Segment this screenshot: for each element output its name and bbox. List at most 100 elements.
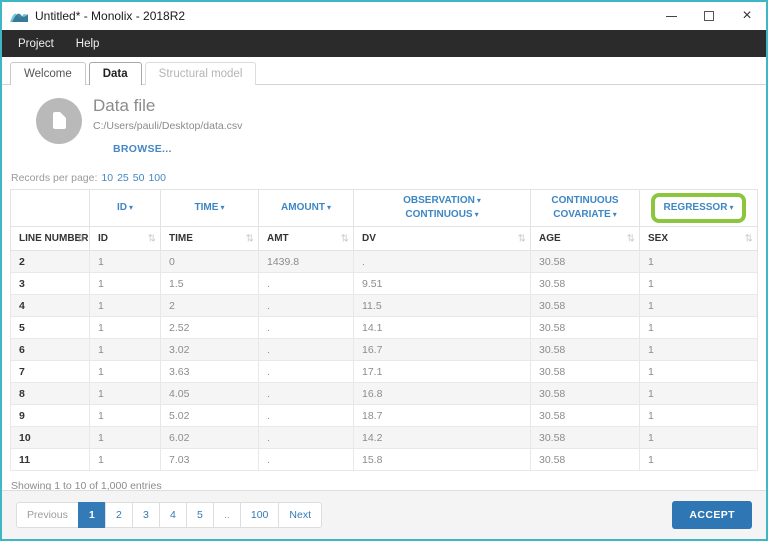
table-row: 9 1 5.02. 18.7 30.58 1 (10, 404, 758, 427)
column-header-label: LINE NUMBER (19, 233, 89, 244)
table-row: 5 1 2.52. 14.1 30.58 1 (10, 316, 758, 339)
page-5[interactable]: 5 (185, 502, 214, 528)
cell: 10 (10, 426, 90, 449)
records-option-25[interactable]: 25 (117, 172, 129, 184)
cell: 11 (10, 448, 90, 471)
cell: 1 (639, 404, 758, 427)
page-100[interactable]: 100 (239, 502, 280, 528)
cell: . (353, 250, 531, 273)
tab-welcome[interactable]: Welcome (10, 62, 86, 85)
cell: 1 (639, 338, 758, 361)
column-header-line-number[interactable]: LINE NUMBER ⇅ (10, 226, 90, 251)
cell: 1 (89, 404, 161, 427)
cell: 18.7 (353, 404, 531, 427)
table-header-row: LINE NUMBER ⇅ ID ⇅ TIME ⇅ AMT ⇅ DV ⇅ AGE ⇅ SEX ⇅ (10, 226, 758, 251)
column-header-age[interactable]: AGE ⇅ (530, 226, 640, 251)
cell: 2 (10, 250, 90, 273)
records-option-100[interactable]: 100 (148, 172, 166, 184)
minimize-button[interactable] (652, 2, 690, 30)
page-2[interactable]: 2 (104, 502, 133, 528)
cell: 3 (10, 272, 90, 295)
table-row: 2 1 0 1439.8. 30.58 1 (10, 250, 758, 273)
column-header-sex[interactable]: SEX ⇅ (639, 226, 758, 251)
column-type-cell-regressor[interactable]: REGRESSOR ▾ (639, 189, 758, 227)
column-type-label: CONTINUOUS ▾ (405, 209, 479, 220)
sort-icon[interactable]: ⇅ (147, 233, 156, 244)
caret-down-icon: ▾ (612, 210, 617, 219)
monolix-logo-icon (10, 9, 28, 23)
column-type-cell-empty (10, 189, 90, 227)
cell: . (258, 316, 354, 339)
cell: 17.1 (353, 360, 531, 383)
cell: 1 (89, 250, 161, 273)
cell: 1 (89, 360, 161, 383)
column-header-label: TIME (169, 233, 193, 244)
window-controls: × (652, 2, 766, 30)
column-type-cell-observation-continuous[interactable]: OBSERVATION ▾ CONTINUOUS ▾ (353, 189, 531, 227)
cell: 3.02 (160, 338, 259, 361)
close-button[interactable]: × (728, 2, 766, 30)
sort-icon[interactable]: ⇅ (744, 233, 753, 244)
sort-icon[interactable]: ⇅ (517, 233, 526, 244)
records-option-50[interactable]: 50 (132, 172, 145, 184)
cell: 1 (639, 426, 758, 449)
column-header-label: DV (362, 233, 376, 244)
column-type-label: AMOUNT ▾ (281, 202, 331, 213)
column-type-label: OBSERVATION ▾ (403, 195, 481, 206)
cell: 0 (160, 250, 259, 273)
page-next[interactable]: Next (278, 502, 322, 528)
menu-item-project[interactable]: Project (18, 37, 54, 50)
cell: 6.02 (160, 426, 259, 449)
cell: . (258, 360, 354, 383)
column-type-label: TIME ▾ (194, 202, 225, 213)
records-per-page-options: 10 25 50 100 (97, 172, 166, 184)
accept-button[interactable]: ACCEPT (672, 501, 752, 529)
maximize-icon (704, 11, 714, 21)
cell: 7.03 (160, 448, 259, 471)
tab-data[interactable]: Data (88, 62, 142, 85)
cell: 5.02 (160, 404, 259, 427)
cell: 1 (639, 316, 758, 339)
column-type-label: REGRESSOR ▾ (663, 202, 734, 213)
regressor-highlight-box: REGRESSOR ▾ (650, 193, 747, 223)
column-type-cell-amount[interactable]: AMOUNT ▾ (258, 189, 354, 227)
page-1[interactable]: 1 (77, 502, 106, 528)
column-type-cell-time[interactable]: TIME ▾ (160, 189, 259, 227)
caret-down-icon: ▾ (220, 203, 225, 212)
column-header-amt[interactable]: AMT ⇅ (258, 226, 354, 251)
entries-summary: Showing 1 to 10 of 1,000 entries (11, 480, 162, 490)
cell: 11.5 (353, 294, 531, 317)
menu-item-help[interactable]: Help (75, 37, 100, 50)
data-file-path: C:/Users/pauli/Desktop/data.csv (93, 120, 243, 132)
column-type-cell-id[interactable]: ID ▾ (89, 189, 161, 227)
sort-icon[interactable]: ⇅ (626, 233, 635, 244)
page-3[interactable]: 3 (131, 502, 160, 528)
cell: 14.2 (353, 426, 531, 449)
records-option-10[interactable]: 10 (101, 172, 114, 184)
cell: 30.58 (530, 316, 640, 339)
table-row: 3 1 1.5. 9.51 30.58 1 (10, 272, 758, 295)
cell: 1 (89, 316, 161, 339)
cell: . (258, 382, 354, 405)
browse-button[interactable]: BROWSE... (113, 143, 172, 155)
column-header-dv[interactable]: DV ⇅ (353, 226, 531, 251)
maximize-button[interactable] (690, 2, 728, 30)
column-type-label: COVARIATE ▾ (553, 209, 617, 220)
table-row: 6 1 3.02. 16.7 30.58 1 (10, 338, 758, 361)
column-header-label: AGE (539, 233, 561, 244)
cell: 1439.8 (258, 250, 354, 273)
tab-structural-model[interactable]: Structural model (144, 62, 257, 85)
column-header-id[interactable]: ID ⇅ (89, 226, 161, 251)
cell: 1 (89, 294, 161, 317)
page-4[interactable]: 4 (158, 502, 187, 528)
column-header-time[interactable]: TIME ⇅ (160, 226, 259, 251)
caret-down-icon: ▾ (128, 203, 133, 212)
column-type-cell-continuous-covariate[interactable]: CONTINUOUS COVARIATE ▾ (530, 189, 640, 227)
cell: 1 (89, 426, 161, 449)
data-tab-content: Data file C:/Users/pauli/Desktop/data.cs… (2, 85, 766, 490)
cell: 30.58 (530, 294, 640, 317)
sort-icon[interactable]: ⇅ (245, 233, 254, 244)
cell: 7 (10, 360, 90, 383)
sort-icon[interactable]: ⇅ (340, 233, 349, 244)
sort-icon[interactable]: ⇅ (76, 233, 85, 244)
